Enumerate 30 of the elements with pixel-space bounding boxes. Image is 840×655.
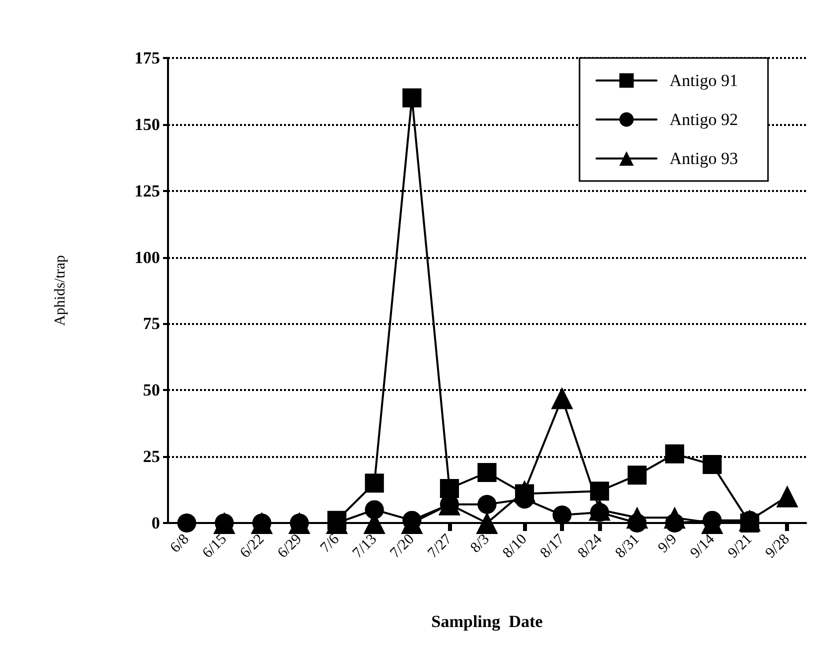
legend-label: Antigo 93: [670, 149, 738, 168]
y-axis-title: Aphids/trap: [52, 255, 68, 326]
legend-label: Antigo 92: [670, 110, 738, 129]
x-tick-label: 8/17: [538, 530, 568, 562]
y-tick-label: 150: [134, 114, 160, 134]
legend-label: Antigo 91: [670, 71, 738, 90]
y-tick-label: 75: [143, 314, 160, 334]
x-tick-label: 6/29: [274, 531, 306, 562]
x-tick-label: 9/9: [655, 531, 680, 556]
y-tick-label: 50: [143, 380, 160, 400]
x-tick-label: 6/8: [168, 531, 192, 556]
x-tick-label: 7/6: [318, 530, 343, 556]
x-tick-label: 8/10: [500, 531, 530, 562]
x-tick-label: 9/14: [688, 530, 718, 562]
x-tick-label: 7/27: [424, 530, 456, 562]
x-tick-label: 6/15: [200, 531, 230, 562]
y-tick-label: 25: [143, 447, 160, 466]
x-tick-label: 9/28: [762, 531, 793, 562]
x-tick-label: 8/31: [612, 531, 643, 562]
x-tick-label: 8/24: [575, 530, 606, 562]
x-tick-label: 6/22: [237, 531, 268, 562]
y-tick-label: 100: [134, 248, 160, 267]
x-tick-label: 7/20: [387, 531, 418, 562]
x-tick-label: 8/3: [468, 531, 493, 556]
x-tick-label: 9/21: [725, 531, 756, 562]
y-tick-label: 125: [134, 181, 160, 200]
y-tick-label: 0: [152, 514, 160, 532]
y-tick-label: 175: [134, 48, 160, 68]
x-axis-title: Sampling Date: [431, 612, 544, 631]
x-tick-label: 7/13: [350, 531, 380, 562]
